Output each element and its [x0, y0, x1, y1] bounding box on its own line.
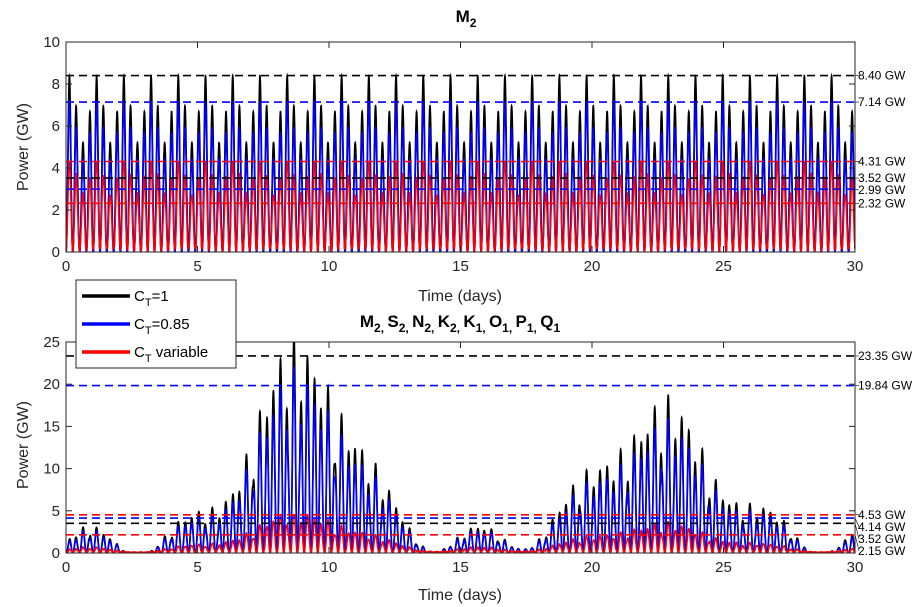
reference-label: 8.40 GW [858, 69, 906, 83]
reference-label: 3.52 GW [858, 171, 906, 185]
y-tick-label: 2 [52, 202, 60, 219]
reference-label: 3.52 GW [858, 532, 906, 546]
x-tick-label: 30 [847, 559, 864, 576]
y-axis-label: Power (GW) [15, 103, 32, 191]
y-tick-label: 15 [43, 418, 60, 435]
axis-ticks: 0 5 10 15 20 25 30 0 5 10 15 20 25 [43, 334, 863, 576]
reference-label: 4.53 GW [858, 508, 906, 522]
chart-all-constituents: M2, S2, N2, K2, K1, O1, P1, Q1 23.35 GW 1… [15, 312, 913, 604]
y-tick-label: 0 [52, 244, 60, 261]
y-tick-label: 8 [52, 76, 60, 93]
reference-label: 4.14 GW [858, 520, 906, 534]
reference-label: 19.84 GW [858, 379, 913, 393]
reference-leader [854, 523, 860, 539]
x-tick-label: 0 [62, 258, 70, 275]
legend: CT=1 CT=0.85 CT variable [75, 279, 237, 369]
x-axis-label: Time (days) [418, 587, 502, 604]
axis-ticks: 0 5 10 15 20 25 30 0 2 4 6 8 10 [43, 34, 863, 275]
chart-title: M2, S2, N2, K2, K1, O1, P1, Q1 [360, 312, 561, 335]
x-axis-label: Time (days) [418, 288, 502, 305]
x-tick-label: 20 [584, 258, 601, 275]
x-tick-label: 25 [715, 258, 732, 275]
y-tick-label: 10 [43, 34, 60, 51]
y-tick-label: 20 [43, 376, 60, 393]
x-tick-label: 5 [193, 258, 201, 275]
x-tick-label: 10 [321, 258, 338, 275]
reference-lines: 8.40 GW 7.14 GW 4.31 GW 3.52 GW2.99 GW2.32 … [66, 69, 906, 210]
x-tick-label: 10 [321, 559, 338, 576]
reference-label: 23.35 GW [858, 349, 913, 363]
reference-label: 2.15 GW [858, 544, 906, 558]
chart-m2: M2 8.40 GW 7.14 GW 4.31 GW 3.52 GW2.99 GW2.… [15, 7, 906, 305]
legend-label: CT=1 [134, 288, 169, 309]
y-tick-label: 6 [52, 118, 60, 135]
reference-leader [854, 188, 860, 191]
reference-label: 4.31 GW [858, 154, 906, 168]
legend-label: CT=0.85 [134, 316, 190, 337]
y-tick-label: 25 [43, 334, 60, 351]
x-tick-label: 15 [452, 258, 469, 275]
chart-title: M2 [456, 7, 477, 30]
x-tick-label: 0 [62, 559, 70, 576]
x-tick-label: 15 [452, 559, 469, 576]
x-tick-label: 5 [193, 559, 201, 576]
y-axis-label: Power (GW) [15, 401, 32, 489]
y-tick-label: 5 [52, 503, 60, 520]
reference-leader [854, 517, 860, 527]
x-tick-label: 20 [584, 559, 601, 576]
y-tick-label: 4 [52, 160, 60, 177]
reference-label: 2.32 GW [858, 196, 906, 210]
legend-label: CT variable [134, 344, 208, 365]
x-tick-label: 30 [847, 258, 864, 275]
reference-label: 2.99 GW [858, 183, 906, 197]
reference-leader [854, 534, 860, 551]
y-tick-label: 10 [43, 461, 60, 478]
y-tick-label: 0 [52, 545, 60, 562]
reference-label: 7.14 GW [858, 95, 906, 109]
x-tick-label: 25 [715, 559, 732, 576]
